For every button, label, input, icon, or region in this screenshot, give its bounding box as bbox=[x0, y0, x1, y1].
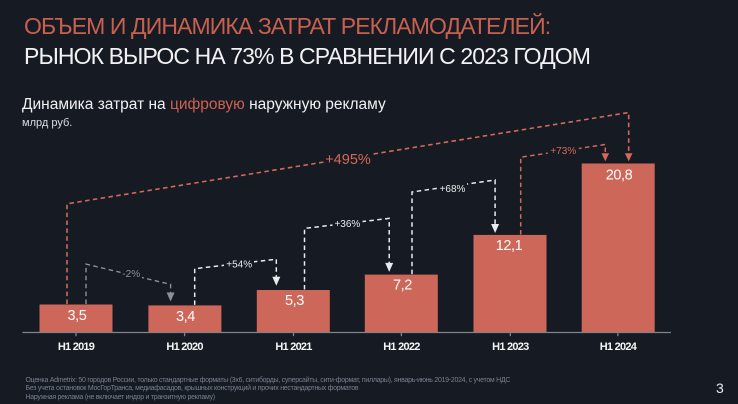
svg-text:3,5: 3,5 bbox=[68, 308, 87, 324]
svg-text:5,3: 5,3 bbox=[285, 293, 304, 309]
svg-text:+73%: +73% bbox=[550, 146, 576, 157]
svg-text:-2%: -2% bbox=[122, 269, 140, 280]
svg-text:20,8: 20,8 bbox=[606, 168, 633, 184]
svg-text:H1 2024: H1 2024 bbox=[600, 341, 638, 353]
svg-text:12,1: 12,1 bbox=[496, 238, 523, 254]
svg-text:7,2: 7,2 bbox=[393, 278, 412, 294]
svg-text:H1 2021: H1 2021 bbox=[275, 341, 312, 353]
svg-text:H1 2023: H1 2023 bbox=[492, 341, 529, 353]
svg-text:+54%: +54% bbox=[226, 259, 252, 270]
svg-text:+36%: +36% bbox=[334, 219, 360, 230]
svg-text:+495%: +495% bbox=[325, 152, 371, 168]
svg-text:H1 2019: H1 2019 bbox=[58, 341, 95, 353]
svg-text:3,4: 3,4 bbox=[176, 309, 195, 325]
svg-text:H1 2022: H1 2022 bbox=[383, 341, 420, 353]
svg-text:+68%: +68% bbox=[440, 184, 466, 195]
svg-text:H1 2020: H1 2020 bbox=[166, 341, 203, 353]
